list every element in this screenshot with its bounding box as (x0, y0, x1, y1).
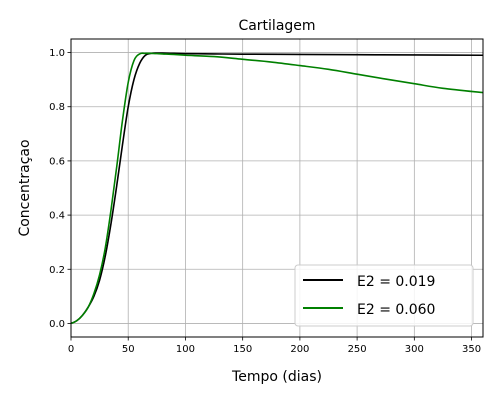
x-tick-label: 150 (233, 344, 252, 355)
y-tick-label: 0.8 (49, 102, 65, 113)
x-tick-label: 250 (348, 344, 367, 355)
x-tick-label: 300 (405, 344, 424, 355)
y-tick-label: 0.6 (49, 156, 65, 167)
x-tick-label: 350 (462, 344, 481, 355)
y-axis-title: Concentraçao (17, 139, 33, 236)
grid (70, 39, 483, 337)
x-tick-label: 0 (68, 344, 74, 355)
x-tick-label: 100 (176, 344, 195, 355)
legend: E2 = 0.019 E2 = 0.060 (294, 264, 474, 327)
y-tick-label: 0.2 (49, 265, 65, 276)
series-line-1 (71, 52, 483, 325)
x-axis-title: Tempo (dias) (231, 369, 322, 385)
series-line-0 (71, 52, 483, 325)
x-tick-label: 50 (122, 344, 135, 355)
x-tick-label: 200 (290, 344, 309, 355)
ticks: 0 50 100 150 200 250 300 350 0.0 0.2 0.4 0.6 0.8 1.0 (49, 48, 481, 355)
y-tick-label: 0.4 (49, 211, 65, 222)
y-tick-label: 1.0 (49, 48, 65, 59)
chart-title: Cartilagem (238, 18, 315, 34)
legend-label-e2-0019: E2 = 0.019 (357, 274, 435, 290)
series-layer (71, 52, 483, 325)
plot-frame (70, 38, 484, 338)
legend-label-e2-0060: E2 = 0.060 (357, 302, 435, 318)
y-tick-label: 0.0 (49, 319, 65, 330)
